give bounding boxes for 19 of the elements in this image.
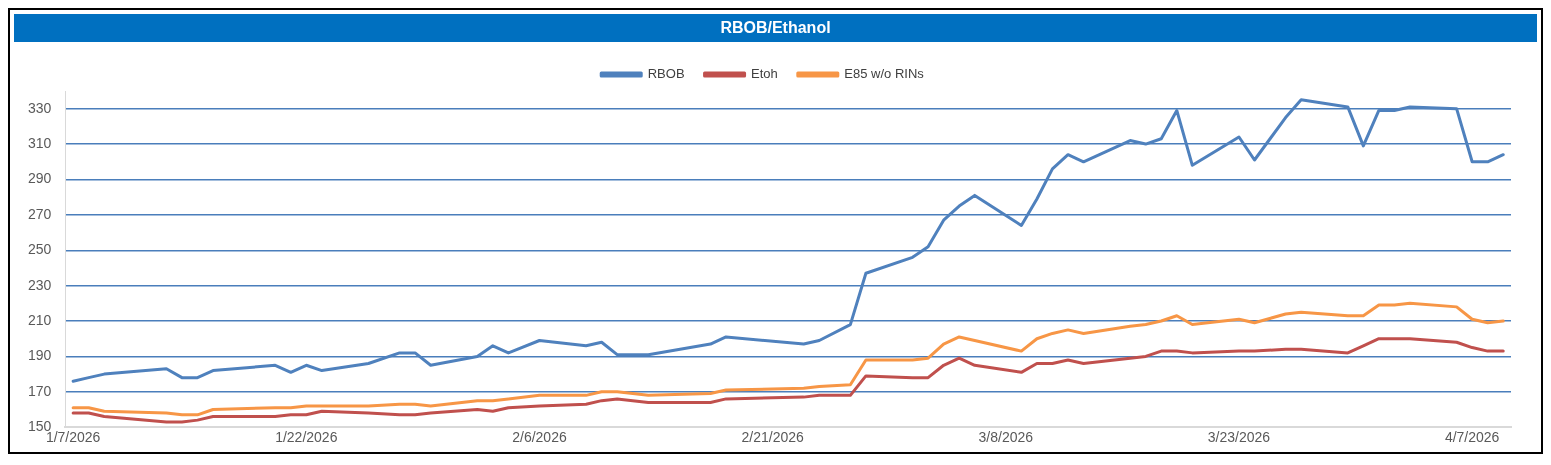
y-tick-label: 310 [28, 134, 52, 151]
chart-title: RBOB/Ethanol [14, 14, 1537, 42]
y-tick-label: 170 [28, 382, 52, 399]
y-tick-label: 230 [28, 276, 52, 293]
y-tick-label: 210 [28, 311, 52, 328]
x-tick-label: 1/22/2026 [275, 429, 338, 446]
legend-label: Etoh [751, 66, 778, 82]
legend-label: RBOB [647, 66, 685, 82]
y-tick-label: 190 [28, 347, 52, 364]
x-tick-label: 4/7/2026 [1444, 429, 1500, 446]
y-tick-label: 330 [28, 99, 52, 116]
y-tick-label: 250 [28, 241, 52, 258]
x-tick-label: 2/6/2026 [512, 429, 567, 446]
x-tick-label: 2/21/2026 [741, 429, 804, 446]
x-tick-label: 3/23/2026 [1207, 429, 1271, 446]
legend-label: E85 w/o RINs [844, 66, 925, 82]
x-tick-label: 3/8/2026 [978, 429, 1034, 446]
y-tick-label: 270 [28, 205, 52, 222]
y-tick-label: 290 [28, 170, 52, 187]
